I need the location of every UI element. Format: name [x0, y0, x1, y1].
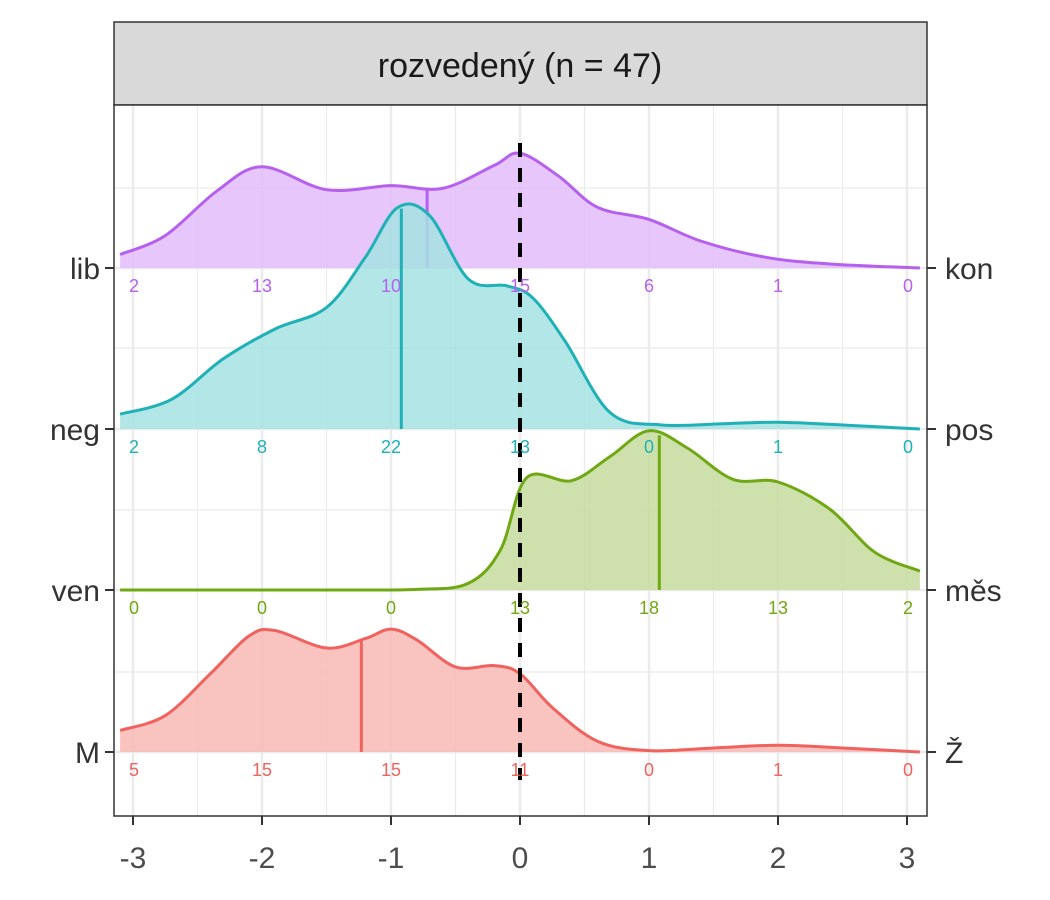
- count-label: 15: [252, 760, 272, 780]
- count-label: 22: [381, 437, 401, 457]
- x-tick-label: 2: [770, 842, 787, 875]
- x-tick-label: 0: [512, 842, 529, 875]
- count-label: 1: [773, 276, 783, 296]
- count-label: 10: [381, 276, 401, 296]
- count-label: 1: [773, 437, 783, 457]
- x-tick-label: 1: [641, 842, 658, 875]
- count-label: 2: [129, 276, 139, 296]
- y-label-right: měs: [945, 575, 1002, 608]
- count-label: 18: [639, 598, 659, 618]
- count-label: 0: [644, 760, 654, 780]
- ridge-ven: [120, 429, 921, 592]
- density-area: [120, 152, 920, 268]
- count-label: 15: [381, 760, 401, 780]
- count-label: 8: [257, 437, 267, 457]
- count-label: 0: [257, 598, 267, 618]
- count-label: 0: [129, 598, 139, 618]
- x-tick-label: -3: [120, 842, 147, 875]
- y-label-left: neg: [50, 414, 100, 447]
- y-label-right: kon: [945, 253, 993, 286]
- count-label: 0: [903, 276, 913, 296]
- y-label-right: Ž: [945, 737, 963, 770]
- y-label-left: ven: [52, 575, 100, 608]
- x-tick-label: 3: [899, 842, 916, 875]
- strip-background: [113, 21, 928, 106]
- y-label-right: pos: [945, 414, 993, 447]
- count-label: 0: [644, 437, 654, 457]
- count-labels: 5 15 15 11 0 1 00 0 0 13 18 13 22 8 22 13 0 1 02 13 10 15 6 1 0: [129, 276, 913, 780]
- density-line: [119, 151, 920, 270]
- count-label: 15: [510, 276, 530, 296]
- y-label-left: M: [75, 737, 100, 770]
- count-label: 1: [773, 760, 783, 780]
- count-label: 2: [903, 598, 913, 618]
- density-area: [120, 629, 920, 752]
- count-label: 13: [510, 437, 530, 457]
- density-area: [120, 203, 920, 429]
- count-label: 0: [903, 760, 913, 780]
- count-label: 6: [644, 276, 654, 296]
- count-label: 0: [903, 437, 913, 457]
- ridge-M: [119, 627, 920, 754]
- density-area: [120, 430, 920, 591]
- density-line: [119, 202, 920, 431]
- count-label: 5: [129, 760, 139, 780]
- x-axis: -3 -2 -1 0 1 2 3: [120, 816, 916, 875]
- density-line: [120, 429, 921, 592]
- count-label: 0: [386, 598, 396, 618]
- count-label: 13: [768, 598, 788, 618]
- count-label: 11: [511, 760, 530, 780]
- x-tick-label: -1: [378, 842, 405, 875]
- ridges: [119, 151, 921, 754]
- ridge-neg: [119, 202, 920, 431]
- count-label: 13: [252, 276, 272, 296]
- density-line: [119, 627, 920, 754]
- count-label: 13: [510, 598, 530, 618]
- count-label: 2: [129, 437, 139, 457]
- x-tick-label: -2: [249, 842, 276, 875]
- strip-title: rozvedený (n = 47): [378, 47, 662, 85]
- y-label-left: lib: [70, 253, 100, 286]
